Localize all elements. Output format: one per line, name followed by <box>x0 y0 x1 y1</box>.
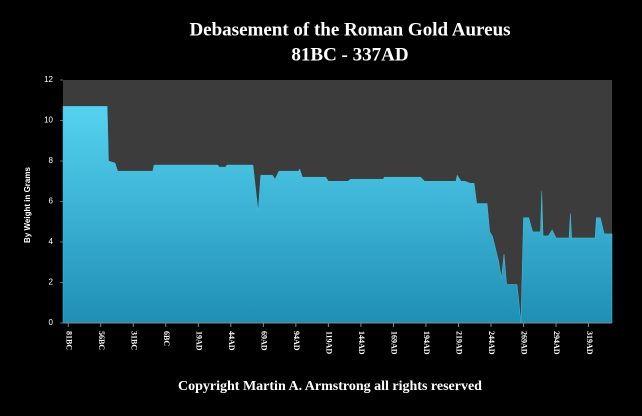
y-tick-label: 8 <box>49 156 54 165</box>
x-tick-label: 19AD <box>194 331 203 351</box>
x-tick-label: 119AD <box>325 331 334 354</box>
x-tick-label: 44AD <box>227 331 236 351</box>
x-tick-label: 6BC <box>162 331 171 346</box>
x-tick-label: 81BC <box>64 331 73 350</box>
x-tick-label: 94AD <box>292 331 301 351</box>
x-tick-label: 69AD <box>260 331 269 351</box>
y-tick-label: 4 <box>49 237 54 246</box>
y-tick-label: 2 <box>49 278 54 287</box>
chart-subtitle: 81BC - 337AD <box>291 44 408 65</box>
x-tick-label: 31BC <box>129 331 138 350</box>
footer: Copyright Martin A. Armstrong all rights… <box>178 379 482 394</box>
x-tick-label: 319AD <box>585 331 594 355</box>
y-tick-label: 0 <box>49 318 54 327</box>
x-tick-label: 244AD <box>487 331 496 355</box>
y-axis-label: By Weight in Grams <box>23 167 32 243</box>
x-tick-label: 269AD <box>520 331 529 355</box>
y-tick-label: 6 <box>49 197 54 206</box>
area <box>62 106 613 324</box>
x-tick-label: 144AD <box>357 331 366 355</box>
y-tick-label: 12 <box>44 75 53 84</box>
x-tick-label: 194AD <box>422 331 431 355</box>
chart-title: Debasement of the Roman Gold Aureus <box>189 19 510 40</box>
x-tick-label: 219AD <box>455 331 464 355</box>
y-tick-label: 10 <box>44 116 53 125</box>
x-tick-label: 169AD <box>390 331 399 355</box>
x-tick-label: 56BC <box>97 331 106 350</box>
x-tick-label: 294AD <box>552 331 561 355</box>
